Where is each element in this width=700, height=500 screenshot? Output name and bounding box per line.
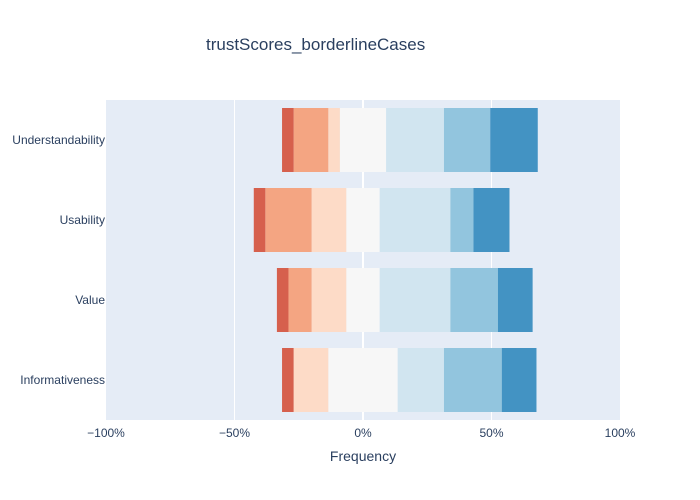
chart-title: trustScores_borderlineCases [206, 35, 425, 54]
bar-segment [443, 348, 502, 412]
bar-segment [276, 268, 289, 332]
bar-segment [497, 268, 533, 332]
x-tick-label: −50% [219, 426, 250, 440]
x-tick-label: −100% [87, 426, 125, 440]
x-tick-label: 50% [479, 426, 503, 440]
x-axis-ticks: −100% −50% 0% 50% 100% [87, 426, 636, 440]
bar-segment [311, 188, 347, 252]
bar-segment [450, 268, 498, 332]
bar-segment [443, 108, 491, 172]
x-tick-label: 0% [354, 426, 372, 440]
bar-segment [501, 348, 537, 412]
bar-segment [282, 108, 294, 172]
bar-segment [379, 188, 451, 252]
bar-segment [253, 188, 266, 252]
bar-segment [363, 268, 380, 332]
y-tick-label: Informativeness [20, 373, 105, 387]
bar-segment [363, 188, 380, 252]
bar-segment [450, 188, 474, 252]
y-axis-ticks: Understandability Usability Value Informati… [12, 133, 105, 387]
bar-segment [328, 348, 363, 412]
bar-segment [379, 268, 451, 332]
bar-segment [363, 348, 398, 412]
bar-segment [386, 108, 444, 172]
bar-segment [490, 108, 538, 172]
x-tick-label: 100% [605, 426, 636, 440]
bar-segment [339, 108, 363, 172]
bar-segment [282, 348, 294, 412]
bar-segment [397, 348, 444, 412]
bar-segment [363, 108, 387, 172]
y-tick-label: Usability [60, 213, 105, 227]
bar-segment [328, 108, 340, 172]
bar-segment [293, 348, 329, 412]
y-tick-label: Value [75, 293, 105, 307]
y-tick-label: Understandability [12, 133, 105, 147]
bar-segment [265, 188, 312, 252]
bar-segment [288, 268, 312, 332]
bar-segment [346, 268, 363, 332]
x-axis-title: Frequency [330, 448, 396, 464]
bar-segment [473, 188, 510, 252]
bars [253, 108, 538, 412]
bar-segment [346, 188, 363, 252]
bar-segment [311, 268, 347, 332]
bar-segment [293, 108, 329, 172]
